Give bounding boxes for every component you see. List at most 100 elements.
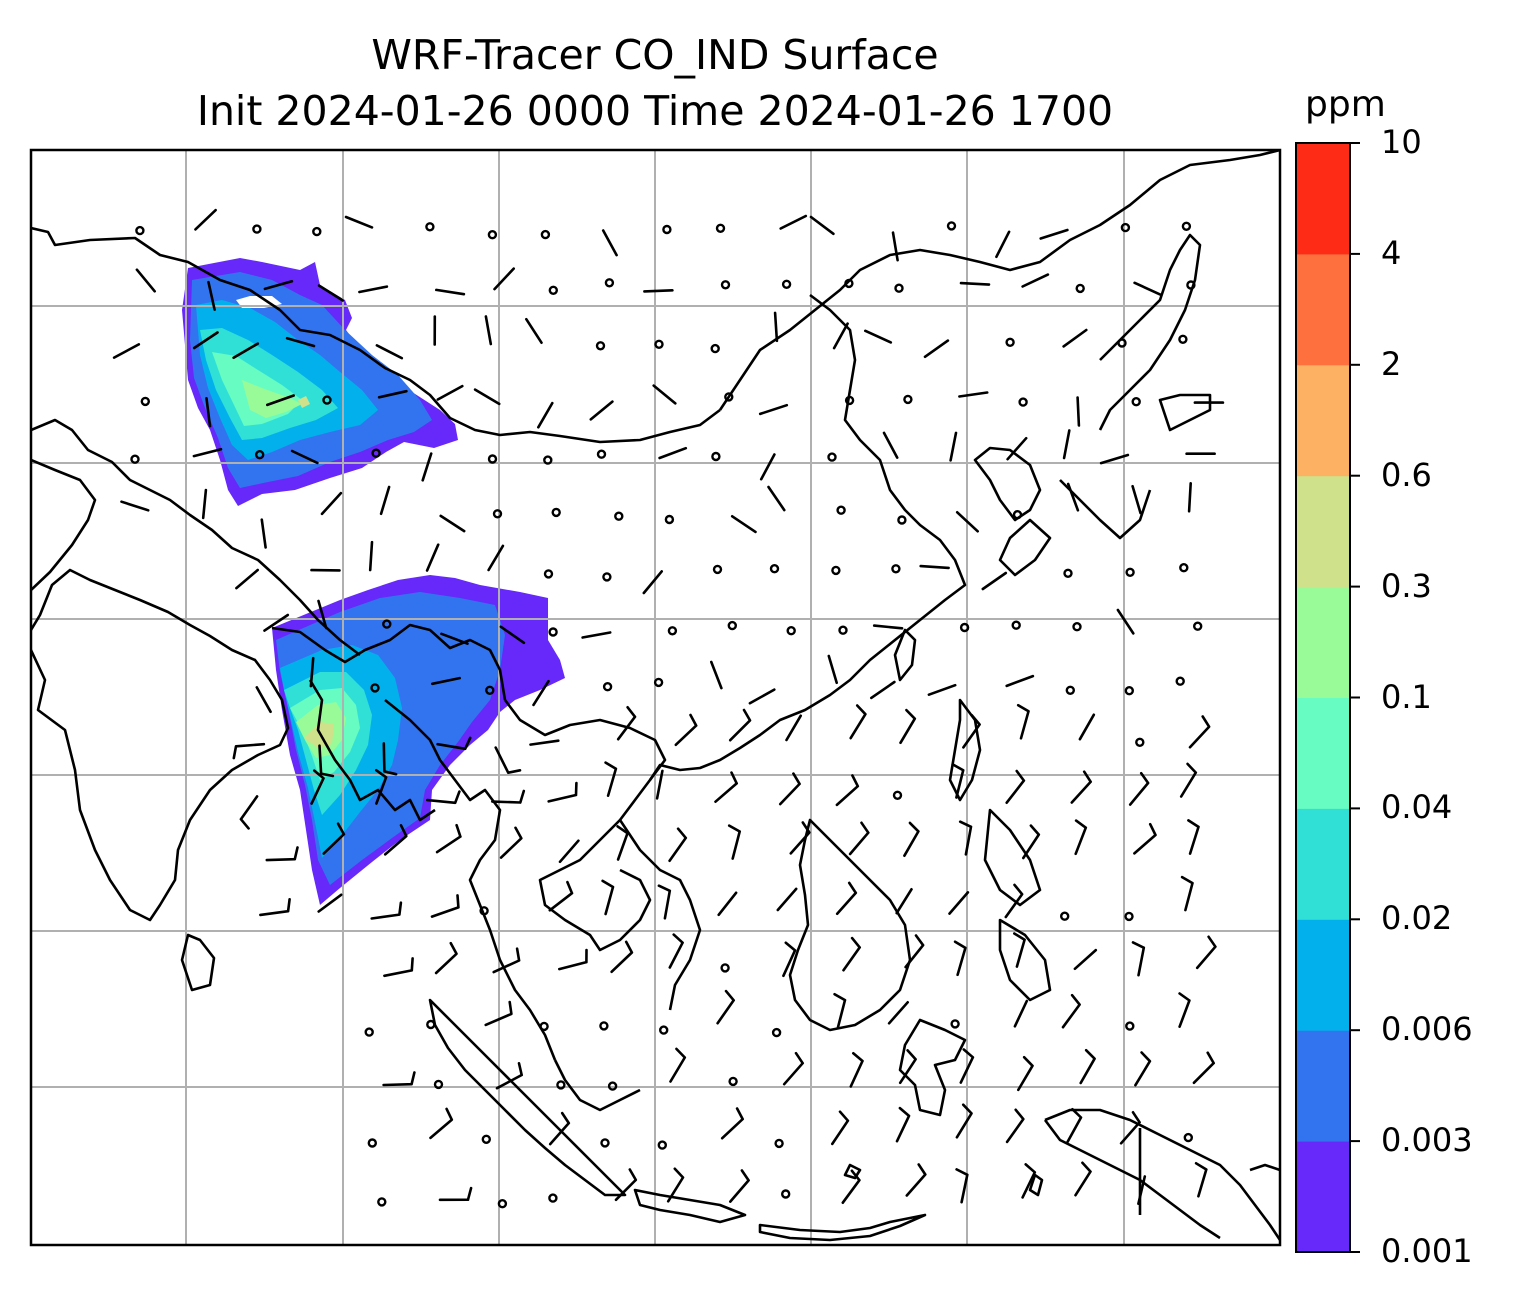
- wind-barb: [232, 342, 260, 359]
- wind-barbs: [112, 208, 1225, 1209]
- wind-barb: [1013, 932, 1026, 968]
- calm-wind-marker: [903, 394, 913, 405]
- calm-wind-marker: [1125, 1021, 1135, 1031]
- wind-barb: [895, 888, 913, 915]
- wind-barb: [767, 485, 786, 512]
- wind-barb: [953, 940, 967, 977]
- calm-wind-marker: [1120, 222, 1131, 233]
- wind-barb: [379, 485, 391, 516]
- wind-barb: [1062, 429, 1071, 460]
- calm-wind-marker: [897, 515, 907, 525]
- wind-barb: [383, 957, 414, 978]
- wind-barb: [1180, 875, 1194, 912]
- wind-barb: [1187, 482, 1192, 513]
- colorbar-tick-label: 4: [1381, 233, 1402, 272]
- wind-barb: [439, 514, 466, 533]
- wind-barb: [547, 781, 578, 803]
- wind-barb: [1187, 819, 1200, 855]
- wind-barb: [1074, 819, 1088, 856]
- calm-wind-marker: [599, 1021, 609, 1031]
- wind-barb: [1021, 1163, 1037, 1199]
- wind-barb: [255, 686, 272, 714]
- calm-wind-marker: [487, 454, 498, 464]
- wind-barb: [383, 824, 408, 856]
- wind-barb: [430, 894, 460, 918]
- wind-barb: [1076, 396, 1081, 427]
- calm-wind-marker: [653, 677, 664, 688]
- map-title-line2: Init 2024-01-26 0000 Time 2024-01-26 170…: [196, 87, 1114, 135]
- colorbar-segment: [1296, 1141, 1350, 1253]
- calm-wind-marker: [844, 278, 854, 289]
- calm-wind-marker: [548, 285, 558, 295]
- wind-barb: [891, 231, 899, 262]
- wind-barb: [1195, 935, 1217, 970]
- wind-barb: [872, 624, 904, 630]
- wind-barb: [135, 268, 156, 293]
- co-plume-south: [272, 575, 565, 905]
- calm-wind-marker: [1072, 622, 1082, 632]
- wind-barb: [955, 510, 979, 533]
- wind-barb: [652, 384, 677, 405]
- wind-barb: [958, 820, 973, 856]
- wind-barb: [782, 941, 797, 978]
- wind-barb: [668, 933, 684, 969]
- calm-wind-marker: [487, 229, 498, 240]
- calm-wind-marker: [710, 343, 720, 354]
- calm-wind-marker: [1178, 334, 1188, 344]
- calm-wind-marker: [551, 507, 561, 518]
- wind-barb: [239, 795, 259, 830]
- calm-wind-marker: [894, 283, 904, 293]
- wind-barb: [426, 790, 461, 805]
- wind-barb: [491, 789, 526, 804]
- wind-barb: [905, 1163, 927, 1197]
- wind-barb: [1133, 281, 1162, 296]
- wind-barb: [431, 676, 461, 686]
- wind-barb: [949, 431, 958, 462]
- wind-barb: [358, 285, 389, 294]
- wind-barb: [1192, 1051, 1215, 1085]
- calm-wind-marker: [479, 906, 489, 916]
- wind-barb: [318, 744, 335, 778]
- wind-barb: [904, 934, 925, 969]
- calm-wind-marker: [1018, 397, 1028, 407]
- calm-wind-marker: [135, 225, 145, 236]
- calm-wind-marker: [1192, 621, 1203, 631]
- colorbar-segment: [1296, 253, 1350, 366]
- wind-barb: [714, 771, 738, 803]
- wind-barb: [1039, 228, 1069, 240]
- wind-barb: [841, 1169, 861, 1204]
- calm-wind-marker: [657, 1140, 667, 1150]
- wind-barb: [429, 1107, 454, 1140]
- colorbar-tick-label: 0.006: [1381, 1010, 1473, 1049]
- wind-barb: [1013, 999, 1029, 1028]
- wind-barb: [487, 544, 505, 572]
- calm-wind-marker: [1005, 337, 1015, 347]
- colorbar-tick-label: 0.02: [1381, 899, 1453, 938]
- wind-barb: [642, 570, 663, 595]
- wind-barb: [317, 893, 343, 913]
- wind-barb: [655, 769, 664, 800]
- wind-barb: [748, 688, 776, 705]
- wind-barb: [499, 826, 523, 859]
- wind-barb: [1116, 608, 1135, 635]
- wind-barb: [959, 1048, 975, 1084]
- wind-barb: [493, 267, 515, 291]
- wind-barb: [903, 821, 920, 857]
- calm-wind-marker: [1186, 280, 1196, 290]
- calm-wind-marker: [727, 620, 737, 631]
- wind-barb: [375, 344, 404, 360]
- wind-barb: [1004, 883, 1024, 919]
- calm-wind-marker: [607, 1081, 618, 1091]
- wind-barb: [919, 564, 950, 570]
- calm-wind-marker: [664, 514, 675, 525]
- colorbar-segment: [1296, 475, 1350, 588]
- colorbar-tick-label: 0.6: [1381, 455, 1432, 494]
- colorbar-tick-label: 0.003: [1381, 1121, 1473, 1160]
- wind-barb: [782, 1051, 804, 1086]
- wind-barb: [1119, 1111, 1141, 1145]
- wind-barb: [899, 708, 917, 745]
- wind-barb: [494, 746, 522, 774]
- wind-barb: [309, 656, 315, 688]
- wind-barb: [710, 660, 723, 690]
- calm-wind-marker: [596, 449, 607, 459]
